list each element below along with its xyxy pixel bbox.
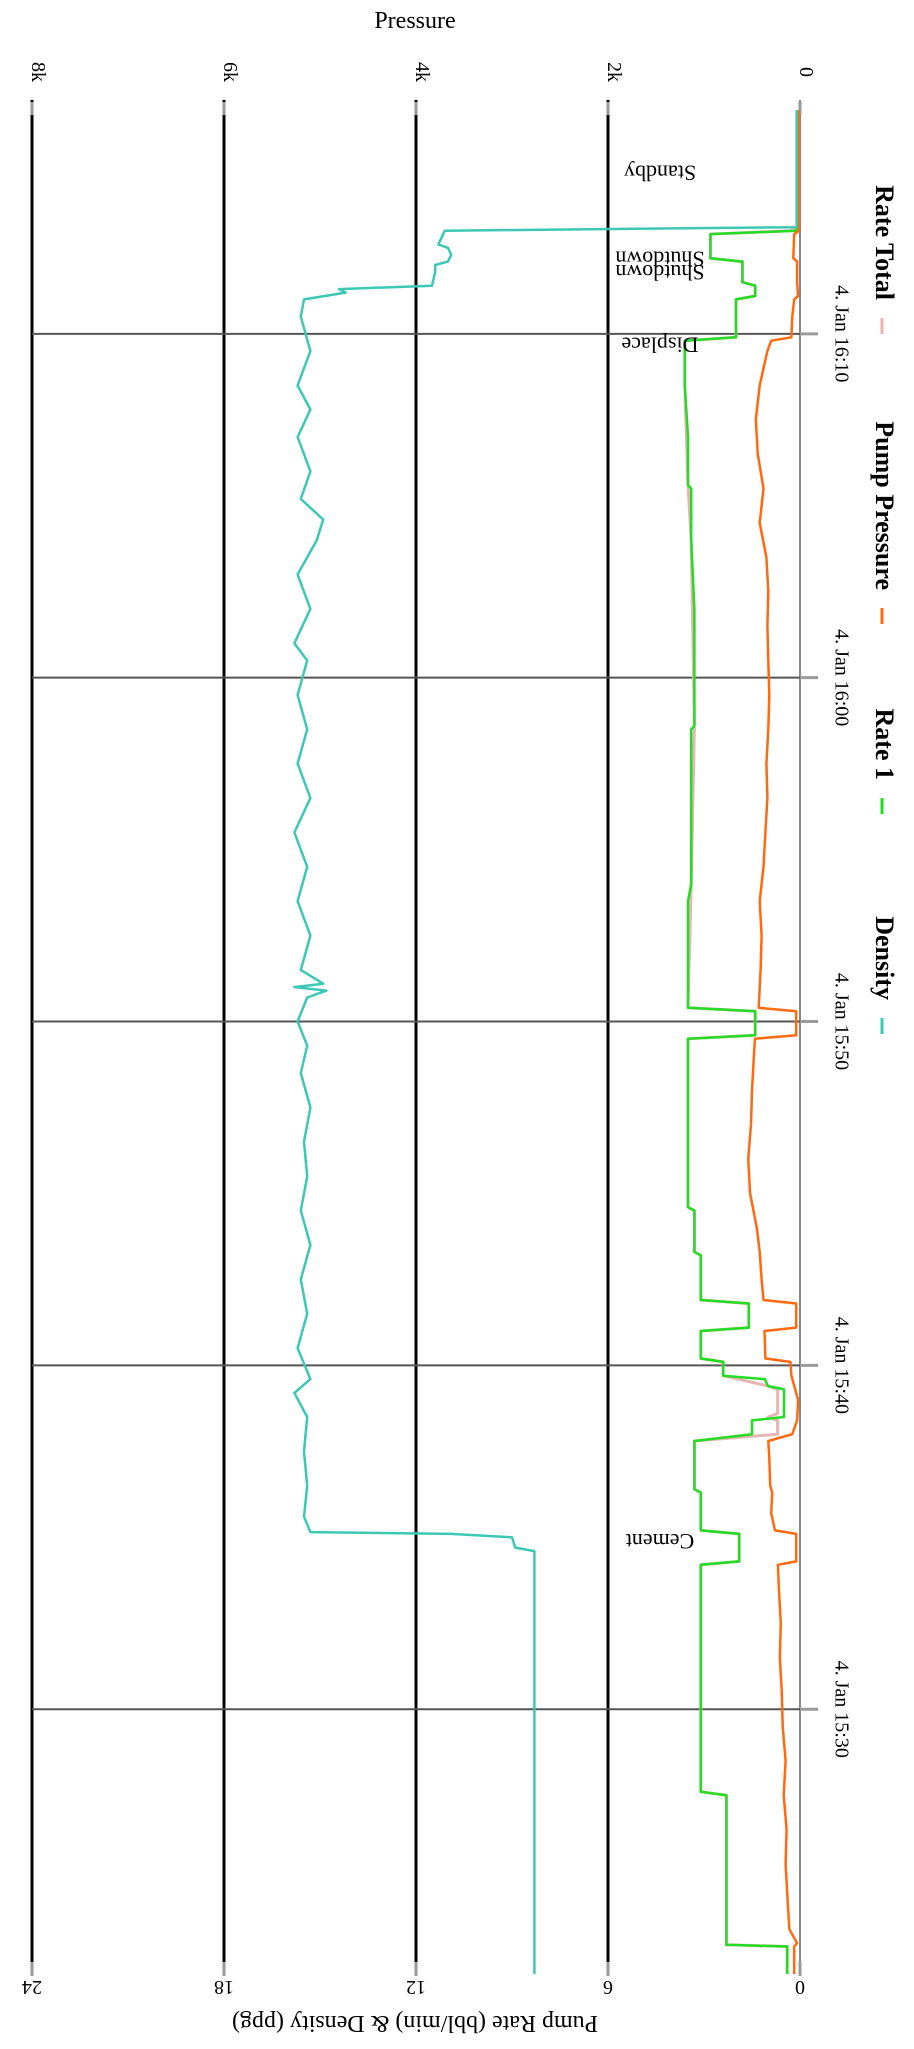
left-axis-tick-label: 6 [603,1976,613,1998]
right-axis-tick-label: 0 [795,67,817,77]
right-axis-ticks: 0 2k 4k 6k 8k [27,62,817,82]
annotation-label: Cement [626,1529,694,1554]
time-tick-label: 4. Jan 15:50 [830,973,852,1070]
legend-item-rate-total[interactable]: Rate Total [870,185,899,334]
legend-item-density[interactable]: Density [870,916,899,1034]
right-axis-title: Pressure [374,8,455,34]
legend: Density Rate 1 Pump Pressure Rate Total [870,185,899,1034]
annotation-label: Shutdown [615,246,704,271]
annotation-label: Displace [622,332,699,357]
right-axis-tick-label: 2k [603,62,625,82]
left-axis-ticks: 0 6 12 18 24 [22,1976,805,1998]
legend-item-rate-1[interactable]: Rate 1 [870,709,899,814]
left-axis-tick-label: 18 [214,1976,234,1998]
legend-label: Rate Total [870,185,899,300]
series-line-pump-pressure [746,110,801,1974]
value-gridlines [30,100,802,1976]
time-tick-label: 4. Jan 15:40 [830,1317,852,1414]
left-axis-tick-label: 24 [22,1976,42,1998]
left-axis-tick-label: 12 [406,1976,426,1998]
legend-label: Density [870,916,899,1000]
right-axis-tick-label: 8k [27,62,49,82]
left-axis-title: Pump Rate (bbl/min) & Density (ppg) [232,2010,598,2036]
series-lines [293,110,801,1974]
series-line-rate-1 [683,110,799,1974]
annotation-label: Standby [624,160,696,185]
time-tick-label: 4. Jan 16:10 [830,285,852,382]
legend-item-pump-pressure[interactable]: Pump Pressure [870,421,899,624]
annotation-label: Shutdown [615,260,704,285]
time-gridlines [32,332,818,1711]
time-axis-ticks: 4. Jan 15:30 4. Jan 15:40 4. Jan 15:50 4. J… [830,285,852,1758]
left-axis-tick-label: 0 [795,1976,805,1998]
legend-label: Pump Pressure [870,421,899,590]
right-axis-tick-label: 6k [219,62,241,82]
legend-label: Rate 1 [870,709,899,780]
right-axis-tick-label: 4k [411,62,433,82]
series-line-density [293,110,799,1974]
time-tick-label: 4. Jan 16:00 [830,629,852,726]
time-tick-label: 4. Jan 15:30 [830,1661,852,1758]
